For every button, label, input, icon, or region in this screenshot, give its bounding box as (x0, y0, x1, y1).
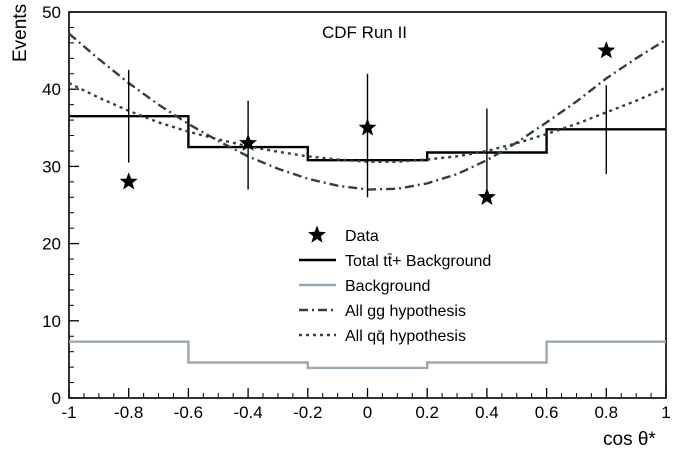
legend-label: Total tt̄+ Background (345, 253, 491, 270)
x-axis-title: cos θ* (603, 429, 656, 450)
y-tick-label: 10 (42, 312, 61, 331)
x-tick-label: -1 (61, 403, 76, 422)
legend-label: All gg hypothesis (345, 303, 466, 320)
legend-label: All qq̄ hypothesis (345, 328, 466, 345)
data-point-star (358, 118, 377, 136)
y-tick-label: 20 (42, 235, 61, 254)
x-tick-label: 0.4 (475, 403, 499, 422)
x-tick-label: -0.6 (174, 403, 203, 422)
y-axis-title: Events (10, 4, 31, 62)
legend-label: Background (345, 278, 430, 295)
x-tick-label: -0.8 (114, 403, 143, 422)
y-tick-label: 30 (42, 157, 61, 176)
x-tick-label: 0 (363, 403, 372, 422)
background-histogram-line (69, 340, 666, 370)
x-tick-label: 0.2 (415, 403, 439, 422)
legend-label: Data (345, 228, 379, 245)
data-point-star (119, 172, 138, 190)
series-layer (68, 32, 667, 370)
data-point-star (239, 133, 258, 151)
legend: Data Total tt̄+ Background Background All g… (299, 225, 491, 345)
y-tick-label: 50 (42, 3, 61, 22)
axes-layer: -1 -0.8 -0.6 -0.4 -0.2 0 0.2 0.4 0.6 0.8 101020304… (42, 3, 671, 422)
x-tick-label: 0.6 (535, 403, 559, 422)
data-point-star (477, 187, 496, 205)
x-tick-label: 1 (661, 403, 670, 422)
run-annotation: CDF Run II (322, 23, 407, 42)
x-tick-label: -0.2 (293, 403, 322, 422)
data-point-star (597, 41, 616, 59)
x-tick-label: 0.8 (594, 403, 618, 422)
y-tick-label: 0 (52, 389, 61, 408)
legend-star-symbol (308, 225, 326, 243)
y-tick-label: 40 (42, 80, 61, 99)
x-tick-label: -0.4 (233, 403, 262, 422)
